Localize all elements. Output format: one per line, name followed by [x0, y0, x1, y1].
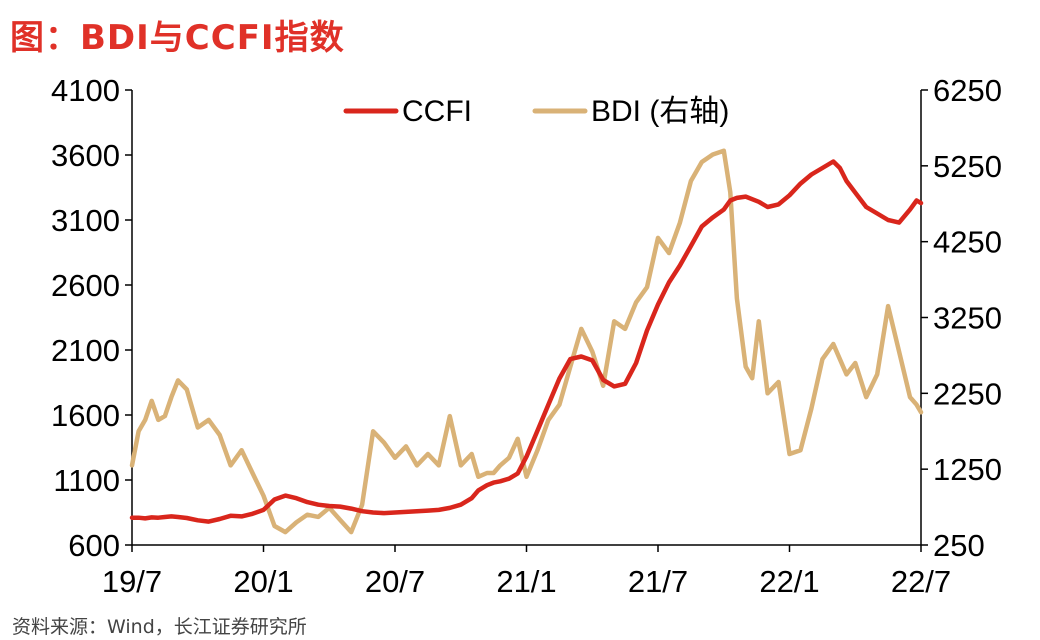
right-tick-label: 4250: [933, 225, 1002, 260]
x-tick-label: 20/7: [365, 564, 425, 599]
series-line-ccfi: [129, 159, 924, 524]
left-tick-label: 3100: [51, 203, 120, 238]
right-tick-label: 3250: [933, 301, 1002, 336]
left-tick-label: 600: [68, 528, 120, 563]
left-tick-label: 1600: [51, 398, 120, 433]
x-tick-label: 22/7: [891, 564, 951, 599]
left-tick-label: 2600: [51, 268, 120, 303]
left-tick-label: 4100: [51, 73, 120, 108]
left-tick-label: 3600: [51, 138, 120, 173]
right-tick-label: 2250: [933, 376, 1002, 411]
x-tick-label: 19/7: [102, 564, 162, 599]
chart-title: 图：BDI与CCFI指数: [10, 18, 345, 58]
left-tick-label: 2100: [51, 333, 120, 368]
legend-label-ccfi: CCFI: [402, 95, 472, 128]
x-tick-label: 21/7: [628, 564, 688, 599]
legend-label-bdi: BDI (右轴): [591, 95, 729, 128]
left-tick-label: 1100: [53, 463, 120, 498]
x-tick-label: 21/1: [496, 564, 556, 599]
series-line-bdi: [129, 148, 924, 535]
right-tick-label: 1250: [933, 452, 1002, 487]
x-tick-label: 22/1: [759, 564, 819, 599]
source-note: 资料来源：Wind，长江证券研究所: [12, 616, 307, 638]
right-tick-label: 6250: [933, 73, 1002, 108]
right-tick-label: 250: [933, 528, 985, 563]
right-tick-label: 5250: [933, 149, 1002, 184]
x-tick-label: 20/1: [233, 564, 293, 599]
